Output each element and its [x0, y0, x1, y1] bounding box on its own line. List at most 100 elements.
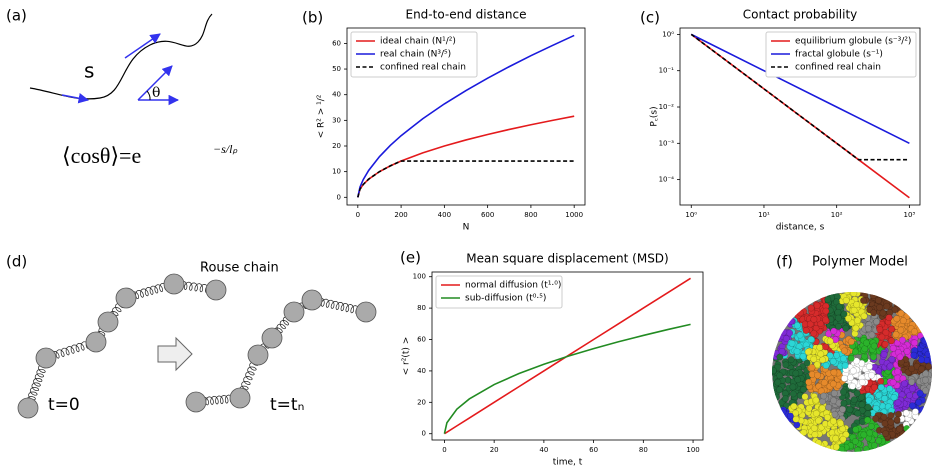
monomer: [845, 315, 852, 322]
monomer: [882, 329, 890, 336]
legend-label: equilibrium globule (s⁻³/²): [795, 37, 911, 47]
x-tick-label: 10²: [831, 211, 843, 219]
monomer: [853, 389, 861, 397]
monomer: [794, 376, 802, 384]
persistence-diagram: s θ ⟨cosθ⟩=e −s/lₚ: [29, 13, 238, 168]
monomer: [788, 339, 796, 347]
monomer: [853, 357, 860, 365]
monomer: [833, 298, 840, 306]
monomer: [846, 406, 854, 413]
bead: [229, 387, 251, 409]
monomer: [911, 328, 918, 335]
monomer: [903, 347, 911, 355]
monomer: [880, 413, 888, 421]
monomer: [879, 309, 887, 317]
tangent-arrow: [61, 93, 90, 104]
monomer: [822, 343, 829, 351]
monomer: [826, 337, 834, 345]
monomer: [790, 402, 798, 410]
monomer: [810, 355, 818, 363]
y-tick-label: 0: [337, 193, 341, 201]
monomer: [877, 383, 885, 391]
monomer: [852, 426, 860, 433]
monomer: [888, 337, 895, 345]
monomer: [888, 325, 895, 333]
monomer: [854, 446, 861, 452]
y-tick-label: 10⁻²: [659, 103, 675, 111]
monomer: [901, 380, 908, 388]
monomer: [851, 330, 859, 338]
legend-label: fractal globule (s⁻¹): [795, 50, 883, 60]
legend-label: sub-diffusion (t⁰·⁵): [465, 294, 546, 304]
monomer: [903, 425, 911, 432]
monomer: [899, 317, 907, 325]
monomer: [865, 396, 873, 404]
series-line: [357, 115, 575, 198]
monomer: [793, 348, 801, 355]
monomer: [921, 337, 929, 345]
monomer: [872, 404, 880, 412]
monomer: [800, 386, 807, 393]
monomer: [810, 315, 818, 323]
monomer: [800, 429, 808, 436]
monomer: [866, 363, 873, 370]
y-tick-label: 10: [332, 168, 341, 176]
monomer: [888, 355, 896, 363]
monomer: [776, 372, 784, 379]
legend-label: normal diffusion (t¹·⁰): [465, 281, 561, 291]
monomer: [818, 404, 826, 412]
monomer: [830, 397, 837, 405]
monomer: [897, 309, 905, 317]
x-tick-label: 10³: [904, 211, 916, 219]
monomer: [841, 362, 849, 369]
monomer: [870, 353, 877, 361]
y-tick-label: 0: [422, 430, 426, 438]
monomer: [822, 316, 829, 324]
monomer: [852, 324, 860, 332]
formula: ⟨cosθ⟩=e: [62, 143, 141, 168]
monomer: [840, 355, 847, 363]
monomer: [808, 364, 816, 371]
monomer: [868, 422, 875, 430]
legend-box: [435, 275, 563, 309]
monomer: [918, 356, 925, 364]
monomer: [863, 339, 870, 347]
monomer: [906, 391, 913, 399]
monomer: [880, 351, 888, 358]
monomer: [802, 327, 810, 334]
monomer: [896, 425, 903, 433]
monomer: [895, 410, 902, 418]
bead: [35, 347, 57, 369]
x-tick-label: 200: [394, 211, 407, 219]
monomer: [868, 331, 876, 339]
legend-box: [350, 31, 478, 78]
monomer: [878, 333, 886, 341]
monomer: [805, 404, 813, 412]
y-tick-label: 40: [417, 367, 426, 375]
monomer: [916, 389, 924, 397]
monomer: [912, 408, 919, 416]
monomer: [881, 340, 889, 348]
monomer: [894, 399, 902, 407]
monomer: [835, 314, 842, 322]
monomer: [787, 317, 795, 325]
monomer: [851, 437, 859, 445]
monomer: [860, 431, 868, 439]
monomer: [814, 371, 821, 379]
monomer: [813, 302, 821, 309]
monomer: [782, 395, 789, 403]
monomer: [811, 431, 819, 438]
monomer: [799, 353, 807, 360]
monomer: [891, 306, 899, 314]
monomer: [858, 401, 866, 409]
monomer: [815, 417, 822, 425]
x-axis-label: time, t: [553, 458, 583, 468]
monomer: [919, 405, 926, 413]
monomer: [875, 391, 883, 399]
monomer: [874, 296, 882, 304]
monomer: [786, 412, 794, 420]
y-tick-label: 60: [332, 39, 341, 47]
monomer: [861, 345, 869, 353]
monomer: [847, 354, 855, 362]
monomer: [871, 383, 878, 391]
